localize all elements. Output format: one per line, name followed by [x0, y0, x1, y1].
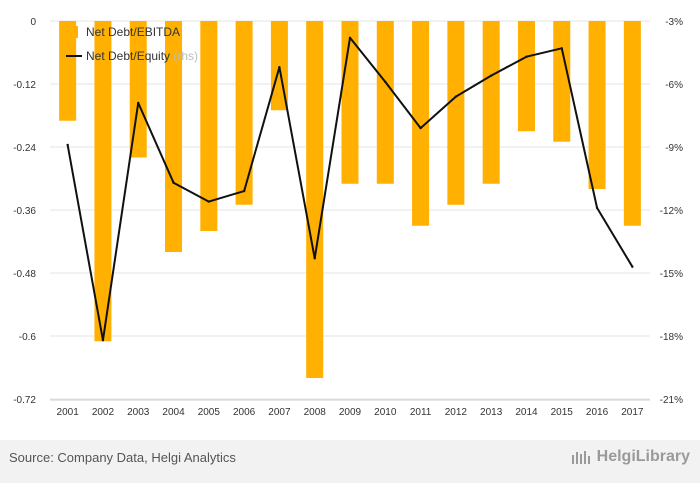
left-tick-label: -0.6 — [19, 332, 37, 343]
line-point — [525, 55, 528, 58]
chart-area: 0 -3% -0.12 -6% -0.24 -9% -0.36 -12% -0.48 -15% -0… — [13, 17, 683, 418]
bar — [376, 21, 394, 184]
right-tick-label: -3% — [665, 17, 683, 28]
line-point — [454, 95, 458, 98]
right-tick-label: -18% — [660, 332, 683, 343]
bar — [447, 21, 465, 205]
bar — [200, 21, 218, 231]
x-tick-label: 2001 — [57, 407, 80, 418]
line-point — [137, 101, 140, 105]
x-tick-label: 2007 — [268, 407, 291, 418]
right-tick-label: -12% — [660, 206, 683, 217]
bar — [94, 21, 112, 342]
x-tick-label: 2002 — [92, 407, 115, 418]
bar — [235, 21, 253, 205]
x-tick-label: 2013 — [480, 407, 503, 418]
legend-swatch-bar — [70, 26, 78, 38]
bar — [588, 21, 606, 189]
bar — [306, 21, 324, 378]
line-point — [313, 257, 316, 260]
line-point — [172, 181, 175, 184]
line-point — [242, 189, 246, 193]
x-tick-label: 2010 — [374, 407, 397, 418]
legend-suffix: (rhs) — [173, 49, 198, 63]
x-tick-label: 2011 — [410, 407, 432, 418]
x-tick-label: 2014 — [515, 407, 538, 418]
x-tick-label: 2016 — [586, 407, 609, 418]
line-point — [560, 47, 563, 50]
legend-label: Net Debt/Equity (rhs) — [86, 49, 198, 63]
x-tick-label: 2006 — [233, 407, 256, 418]
left-tick-label: 0 — [30, 17, 36, 28]
x-tick-label: 2017 — [621, 407, 644, 418]
source-text: Source: Company Data, Helgi Analytics — [9, 450, 236, 465]
x-tick-label: 2008 — [304, 407, 327, 418]
bar — [165, 21, 183, 252]
line-point — [101, 339, 105, 342]
line-point — [631, 265, 634, 268]
left-tick-label: -0.72 — [13, 395, 36, 406]
footer: Source: Company Data, Helgi Analytics He… — [0, 440, 700, 483]
line-point — [278, 66, 281, 69]
x-tick-label: 2003 — [127, 407, 150, 418]
right-tick-label: -15% — [660, 269, 683, 280]
x-tick-label: 2004 — [162, 407, 185, 418]
left-tick-label: -0.48 — [13, 269, 36, 280]
left-tick-label: -0.24 — [13, 143, 36, 154]
bar — [59, 21, 77, 121]
bar — [129, 21, 147, 158]
bar — [482, 21, 500, 184]
library-icon — [571, 451, 590, 464]
bar — [517, 21, 535, 132]
x-tick-label: 2012 — [445, 407, 468, 418]
line-point — [595, 206, 599, 210]
line-point — [384, 80, 387, 84]
left-tick-label: -0.12 — [13, 80, 36, 91]
right-tick-label: -9% — [665, 143, 683, 154]
x-tick-label: 2015 — [551, 407, 574, 418]
line-point — [66, 143, 69, 147]
legend-label: Net Debt/EBITDA — [86, 25, 180, 39]
x-tick-label: 2005 — [198, 407, 221, 418]
chart-svg: 0 -3% -0.12 -6% -0.24 -9% -0.36 -12% -0.48 -15% -0… — [13, 17, 683, 418]
left-tick-label: -0.36 — [13, 206, 36, 217]
bar — [553, 21, 571, 142]
brand-logo[interactable]: HelgiLibrary — [571, 448, 690, 466]
bar — [623, 21, 641, 226]
line-point — [348, 36, 352, 39]
line-point — [489, 74, 493, 77]
right-tick-label: -21% — [660, 395, 683, 406]
line-point — [207, 200, 211, 203]
brand-name: HelgiLibrary — [596, 448, 690, 465]
line-point — [419, 126, 422, 130]
bar — [412, 21, 430, 226]
x-tick-label: 2009 — [339, 407, 362, 418]
right-tick-label: -6% — [665, 80, 683, 91]
